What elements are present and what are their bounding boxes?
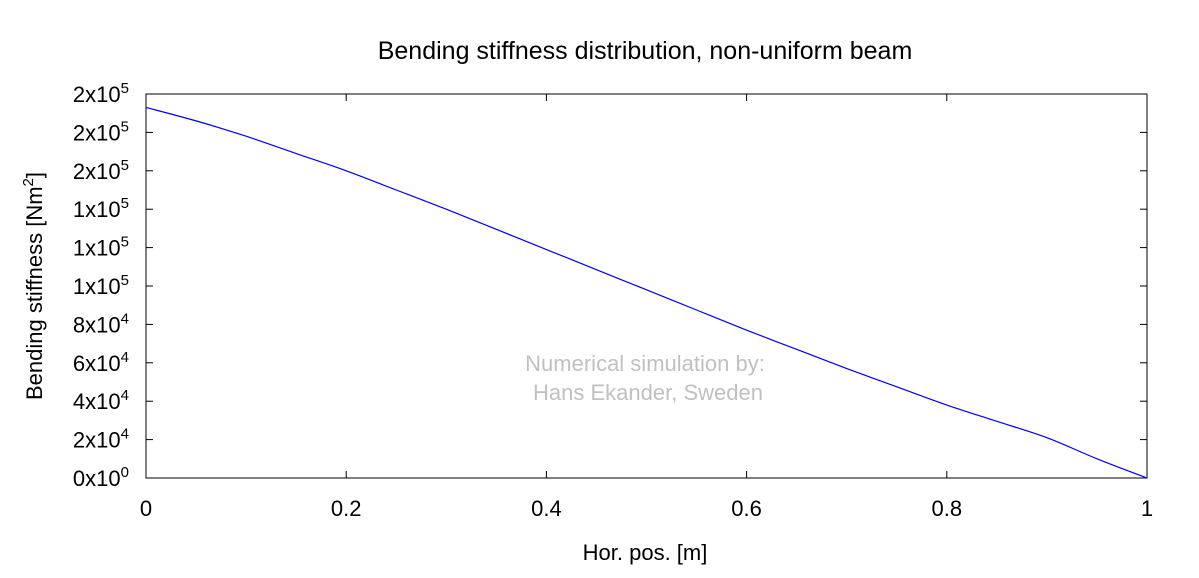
y-tick-label: 8x104 (73, 310, 129, 337)
plot-frame (145, 93, 1148, 479)
y-tick-label: 4x104 (73, 387, 129, 414)
y-tick-label: 2x105 (73, 80, 129, 107)
x-tick-label: 0.6 (731, 496, 762, 521)
y-tick-exponent: 5 (121, 118, 129, 135)
y-tick-label: 0x100 (73, 464, 129, 491)
y-tick-exponent: 4 (121, 310, 129, 327)
y-tick-exponent: 4 (121, 426, 129, 443)
y-tick-mantissa: 8 (73, 312, 85, 337)
y-tick-times: x10 (85, 274, 120, 299)
y-tick-times: x10 (85, 197, 120, 222)
y-tick-exponent: 4 (121, 387, 129, 404)
y-tick-exponent: 5 (121, 157, 129, 174)
watermark: Numerical simulation by: Hans Ekander, S… (525, 351, 765, 405)
y-tick-label: 2x105 (73, 118, 129, 145)
y-tick-times: x10 (85, 159, 120, 184)
y-tick-label: 6x104 (73, 349, 129, 376)
y-axis-title-text: Bending stiffness [Nm (22, 186, 47, 400)
x-axis-title: Hor. pos. [m] (583, 540, 708, 565)
y-tick-mantissa: 2 (73, 82, 85, 107)
y-axis-title-suffix: ] (22, 172, 47, 178)
x-tick-label: 0.8 (932, 496, 963, 521)
y-axis-title: Bending stiffness [Nm2] (20, 172, 47, 400)
y-tick-exponent: 5 (121, 195, 129, 212)
y-tick-label: 1x105 (73, 234, 129, 261)
series-line (145, 106, 1148, 479)
y-axis: 0x1002x1044x1046x1048x1041x1051x1051x105… (73, 80, 1147, 491)
y-tick-label: 1x105 (73, 272, 129, 299)
chart-title: Bending stiffness distribution, non-unif… (378, 37, 913, 65)
y-tick-times: x10 (85, 312, 120, 337)
y-tick-times: x10 (85, 389, 120, 414)
y-tick-exponent: 4 (121, 349, 129, 366)
y-tick-times: x10 (85, 120, 120, 145)
y-tick-times: x10 (85, 236, 120, 261)
y-tick-exponent: 0 (121, 464, 129, 481)
y-tick-exponent: 5 (121, 234, 129, 251)
y-axis-title-sup: 2 (20, 178, 37, 186)
x-tick-label: 1 (1141, 496, 1153, 521)
y-tick-mantissa: 2 (73, 159, 85, 184)
y-tick-mantissa: 2 (73, 120, 85, 145)
x-tick-label: 0.2 (331, 496, 362, 521)
x-tick-label: 0 (140, 496, 152, 521)
watermark-line-1: Numerical simulation by: (525, 351, 765, 376)
y-tick-mantissa: 0 (73, 466, 85, 491)
y-tick-label: 2x104 (73, 426, 129, 453)
y-tick-label: 1x105 (73, 195, 129, 222)
y-tick-exponent: 5 (121, 272, 129, 289)
y-tick-times: x10 (85, 82, 120, 107)
y-tick-times: x10 (85, 351, 120, 376)
y-tick-times: x10 (85, 466, 120, 491)
y-tick-times: x10 (85, 428, 120, 453)
y-tick-exponent: 5 (121, 80, 129, 97)
y-tick-mantissa: 1 (73, 236, 85, 261)
series-layer (145, 106, 1148, 479)
y-tick-mantissa: 6 (73, 351, 85, 376)
y-tick-mantissa: 1 (73, 197, 85, 222)
y-tick-mantissa: 4 (73, 389, 85, 414)
y-tick-mantissa: 2 (73, 428, 85, 453)
x-tick-label: 0.4 (531, 496, 562, 521)
y-tick-label: 2x105 (73, 157, 129, 184)
x-axis: 0 0.2 0.4 0.6 0.8 1 (140, 94, 1153, 521)
watermark-line-2: Hans Ekander, Sweden (533, 380, 763, 405)
y-tick-mantissa: 1 (73, 274, 85, 299)
